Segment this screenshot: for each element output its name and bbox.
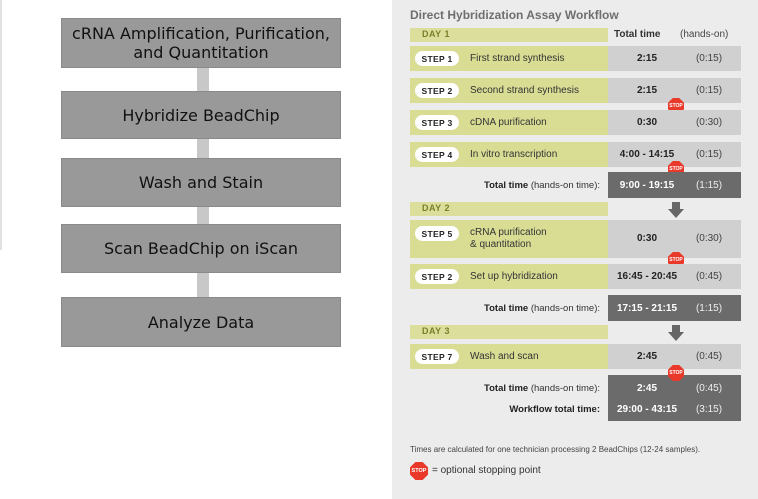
down-arrow-icon: [668, 325, 684, 341]
flow-connector: [197, 139, 209, 159]
flow-box-scan: Scan BeadChip on iScan: [61, 224, 341, 273]
flow-box-amplification: cRNA Amplification, Purification, and Qu…: [61, 18, 341, 68]
step-name: In vitro transcription: [470, 149, 558, 160]
footnote: Times are calculated for one technician …: [410, 445, 701, 454]
step-name: Second strand synthesis: [470, 85, 579, 96]
total-time: 17:15 - 21:15: [616, 303, 678, 314]
step-pill: STEP 7: [415, 349, 459, 364]
day-label: DAY 3: [422, 326, 451, 336]
flow-box-label: Hybridize BeadChip: [122, 105, 280, 125]
day-total-row: Total time (hands-on time): 9:00 - 19:15…: [410, 172, 741, 198]
step-total-time: 0:30: [636, 117, 657, 128]
step-total-time: 2:15: [636, 53, 657, 64]
stop-sign-icon: STOP: [410, 462, 428, 480]
step-pill: STEP 2: [415, 269, 459, 284]
step-name: cDNA purification: [470, 117, 547, 128]
step-row: STEP 1 First strand synthesis 2:15 (0:15…: [410, 46, 741, 71]
flow-box-label: Analyze Data: [147, 312, 255, 332]
flow-connector: [197, 207, 209, 225]
total-hands-on: (1:15): [695, 180, 723, 191]
flow-box-label: cRNA Amplification, Purification,: [72, 24, 330, 43]
step-name: Wash and scan: [470, 351, 539, 362]
final-total-block: Total time (hands-on time): 2:45 (0:45) …: [410, 375, 741, 421]
day-header: DAY 2: [410, 202, 608, 216]
step-name: Set up hybridization: [470, 271, 558, 282]
day-header: DAY 1: [410, 28, 608, 42]
step-name: cRNA purification: [470, 227, 547, 238]
step-pill: STEP 4: [415, 147, 459, 162]
step-row: STEP 2 Set up hybridization 16:45 - 20:4…: [410, 264, 741, 289]
step-hands-on-time: (0:15): [695, 53, 723, 64]
step-total-time: 2:15: [636, 85, 657, 96]
workflow-total-time: 29:00 - 43:15: [616, 404, 678, 415]
step-total-time: 16:45 - 20:45: [616, 271, 678, 282]
total-time: 9:00 - 19:15: [619, 180, 675, 191]
workflow-total-label: Workflow total time:: [509, 404, 600, 415]
total-time: 2:45: [636, 383, 657, 394]
flow-box-label: Wash and Stain: [138, 173, 264, 192]
step-row: STEP 5 cRNA purification & quantitation …: [410, 220, 741, 258]
flow-box-analyze: Analyze Data: [61, 297, 341, 347]
step-hands-on-time: (0:15): [695, 149, 723, 160]
left-edge-line: [0, 0, 2, 250]
flow-box-hybridize: Hybridize BeadChip: [61, 91, 341, 139]
day-header: DAY 3: [410, 325, 608, 339]
step-hands-on-time: (0:30): [695, 233, 723, 244]
step-pill: STEP 1: [415, 51, 459, 66]
total-label: Total time (hands-on time):: [484, 303, 600, 314]
day-total-row: Total time (hands-on time): 17:15 - 21:1…: [410, 295, 741, 321]
workflow-panel: Direct Hybridization Assay Workflow Tota…: [392, 0, 758, 499]
workflow-title: Direct Hybridization Assay Workflow: [410, 8, 619, 22]
day-label: DAY 1: [422, 29, 451, 39]
flow-box-wash-stain: Wash and Stain: [61, 158, 341, 207]
total-hands-on: (0:45): [695, 383, 723, 394]
step-hands-on-time: (0:15): [695, 85, 723, 96]
legend-text: = optional stopping point: [432, 465, 541, 476]
flow-connector: [197, 273, 209, 298]
column-header-hands-on: (hands-on): [680, 29, 729, 40]
step-row: STEP 7 Wash and scan 2:45 (0:45): [410, 344, 741, 369]
flow-box-label-2: and Quantitation: [133, 43, 269, 62]
step-hands-on-time: (0:45): [695, 271, 723, 282]
step-row: STEP 3 cDNA purification 0:30 (0:30): [410, 110, 741, 135]
column-header-total-time: Total time: [614, 29, 661, 40]
step-total-time: 0:30: [636, 233, 657, 244]
down-arrow-icon: [668, 202, 684, 218]
step-name-line-2: & quantitation: [470, 239, 532, 250]
total-label: Total time (hands-on time):: [484, 180, 600, 191]
step-row: STEP 2 Second strand synthesis 2:15 (0:1…: [410, 78, 741, 103]
step-pill: STEP 5: [415, 226, 459, 241]
stop-sign-icon: STOP: [668, 365, 684, 381]
step-pill: STEP 3: [415, 115, 459, 130]
step-name: First strand synthesis: [470, 53, 565, 64]
flow-box-label: Scan BeadChip on iScan: [103, 239, 299, 258]
step-hands-on-time: (0:45): [695, 351, 723, 362]
flow-connector: [197, 68, 209, 92]
workflow-total-hands-on: (3:15): [695, 404, 723, 415]
step-total-time: 4:00 - 14:15: [619, 149, 675, 160]
day-label: DAY 2: [422, 203, 451, 213]
step-total-time: 2:45: [636, 351, 657, 362]
step-pill: STEP 2: [415, 83, 459, 98]
step-hands-on-time: (0:30): [695, 117, 723, 128]
total-hands-on: (1:15): [695, 303, 723, 314]
step-row: STEP 4 In vitro transcription 4:00 - 14:…: [410, 142, 741, 167]
total-label: Total time (hands-on time):: [484, 383, 600, 394]
